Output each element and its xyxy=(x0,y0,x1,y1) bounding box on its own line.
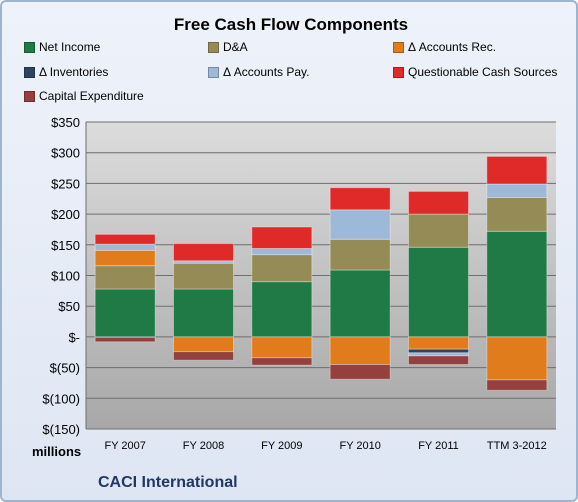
bar-segment xyxy=(329,187,391,211)
company-name: CACI International xyxy=(98,474,238,491)
legend-label: Δ Inventories xyxy=(39,65,109,79)
bar-segment xyxy=(486,183,548,199)
y-tick-label: $250 xyxy=(51,176,80,191)
bar-segment xyxy=(251,226,313,249)
bar-segment xyxy=(251,247,313,256)
bar-segment xyxy=(173,262,234,290)
bar-segment xyxy=(486,230,548,338)
bar-segment xyxy=(94,249,156,267)
bar-segment xyxy=(251,281,313,338)
bar-segment xyxy=(329,238,391,271)
bar-segment xyxy=(94,233,156,245)
bar-segment xyxy=(486,379,548,391)
legend-swatch xyxy=(393,66,404,78)
legend-item: D&A xyxy=(208,40,248,54)
bar-segment xyxy=(329,209,391,240)
legend: Net Income D&A Δ Accounts Rec. Δ Invento… xyxy=(2,2,576,112)
bar-segment xyxy=(251,336,313,359)
bar-segment xyxy=(94,265,156,290)
bar-segment xyxy=(408,190,469,215)
y-tick-label: $350 xyxy=(51,115,80,130)
legend-label: Δ Accounts Rec. xyxy=(408,40,497,54)
x-tick-label: FY 2008 xyxy=(183,440,224,452)
y-tick-label: $(150) xyxy=(42,422,80,437)
x-tick-label: FY 2010 xyxy=(339,440,380,452)
y-tick-label: $150 xyxy=(51,238,80,253)
bar-segment xyxy=(329,364,391,380)
chart-title: Free Cash Flow Components xyxy=(173,15,409,34)
bar-segment xyxy=(408,336,469,350)
legend-swatch xyxy=(24,66,35,78)
bar-segment xyxy=(486,336,548,381)
bar-segment xyxy=(486,155,548,185)
bar-segment xyxy=(408,355,469,366)
legend-swatch xyxy=(393,41,404,53)
bar-segment xyxy=(94,243,156,251)
legend-swatch xyxy=(208,41,219,53)
bar-segment xyxy=(173,288,234,338)
y-tick-label: $100 xyxy=(51,269,80,284)
y-tick-label: $300 xyxy=(51,146,80,161)
bar-segment xyxy=(173,336,234,353)
bar-segment xyxy=(329,336,391,366)
legend-label: Net Income xyxy=(39,40,101,54)
y-tick-label: $(100) xyxy=(42,391,80,406)
legend-item: Δ Inventories xyxy=(24,65,108,79)
y-tick-label: $50 xyxy=(58,299,80,314)
y-tick-label: $- xyxy=(68,330,80,345)
plot-svg: $350 $300 $250 $200 $150 $100 $50 $- $(50) $(100)… xyxy=(42,115,556,452)
bar-segment xyxy=(486,197,548,232)
legend-swatch xyxy=(24,90,35,102)
legend-label: Δ Accounts Pay. xyxy=(223,65,310,79)
bar-segment xyxy=(408,348,469,354)
legend-item: Net Income xyxy=(24,40,100,54)
legend-item: Questionable Cash Sources xyxy=(393,65,557,79)
legend-label: D&A xyxy=(223,40,248,54)
legend-swatch xyxy=(24,41,35,53)
legend-label: Capital Expenditure xyxy=(39,89,144,103)
bar-segment xyxy=(329,269,391,338)
bar-segment xyxy=(408,246,469,338)
bar-segment xyxy=(173,243,234,262)
legend-item: Δ Accounts Rec. xyxy=(393,40,496,54)
bar-segment xyxy=(173,351,234,361)
bar-segment xyxy=(94,288,156,338)
bar-segment xyxy=(408,213,469,248)
x-tick-label: FY 2007 xyxy=(104,440,145,452)
x-tick-label: FY 2011 xyxy=(418,440,459,452)
legend-swatch xyxy=(208,66,219,78)
bar-segment xyxy=(94,337,156,343)
x-tick-label: TTM 3-2012 xyxy=(487,440,547,452)
legend-item: Δ Accounts Pay. xyxy=(208,65,310,79)
y-tick-label: $(50) xyxy=(50,361,80,376)
x-tick-label: FY 2009 xyxy=(261,440,302,452)
legend-item: Capital Expenditure xyxy=(24,89,144,103)
y-tick-label: $200 xyxy=(51,207,80,222)
units-label: millions xyxy=(32,444,82,459)
legend-label: Questionable Cash Sources xyxy=(408,65,558,79)
bar-segment xyxy=(251,357,313,366)
bar-segment xyxy=(251,254,313,283)
